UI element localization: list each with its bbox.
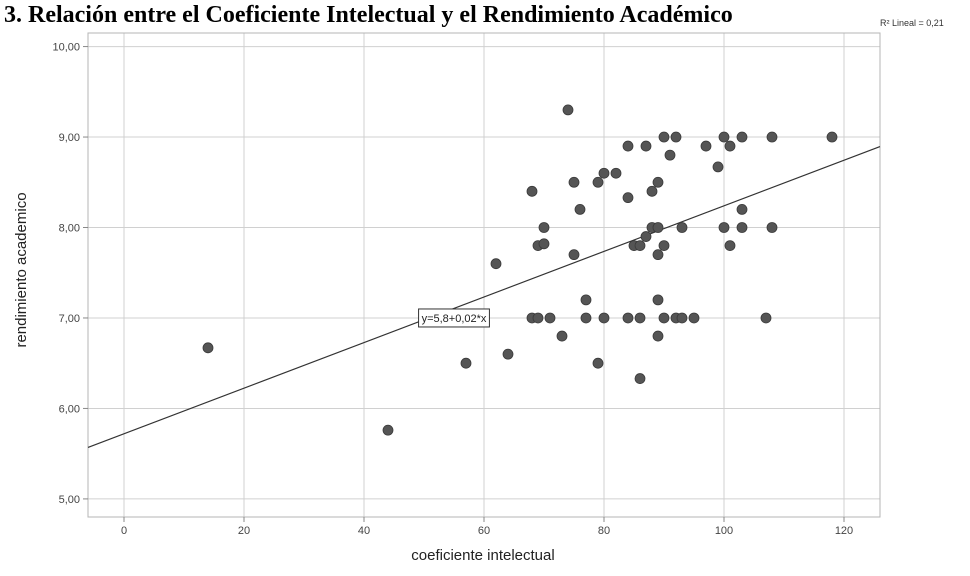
data-point — [676, 312, 688, 324]
data-point — [592, 357, 604, 369]
y-tick-label: 9,00 — [59, 132, 80, 144]
data-point — [526, 185, 538, 197]
data-points — [202, 104, 838, 436]
data-point — [646, 185, 658, 197]
fit-line — [87, 145, 881, 449]
data-point — [556, 330, 568, 342]
data-point — [634, 373, 646, 384]
x-tick-label: 40 — [358, 525, 370, 537]
data-point — [574, 204, 586, 215]
data-point — [652, 330, 664, 342]
x-tick-label: 60 — [478, 525, 490, 537]
data-point — [658, 131, 670, 143]
data-point — [640, 231, 652, 242]
data-point — [736, 204, 748, 215]
data-point — [652, 222, 664, 233]
data-point — [760, 312, 772, 324]
chart-title: 3. Relación entre el Coeficiente Intelec… — [4, 2, 733, 28]
data-point — [382, 424, 394, 436]
data-point — [658, 312, 670, 324]
data-point — [670, 131, 682, 143]
data-point — [676, 222, 688, 233]
data-point — [580, 312, 592, 324]
data-point — [460, 357, 472, 369]
data-point — [622, 140, 634, 152]
data-point — [700, 140, 712, 152]
x-tick-label: 100 — [715, 525, 733, 537]
data-point — [598, 312, 610, 324]
data-point — [688, 312, 700, 324]
y-tick-label: 7,00 — [59, 313, 80, 325]
y-tick-label: 8,00 — [59, 223, 80, 235]
x-tick-label: 120 — [835, 525, 853, 537]
data-point — [826, 131, 838, 143]
data-point — [634, 240, 646, 251]
r2-label: R² Lineal = 0,21 — [880, 18, 944, 28]
data-point — [658, 240, 670, 251]
data-point — [652, 249, 664, 261]
data-point — [490, 258, 502, 270]
data-point — [622, 312, 634, 324]
x-tick-label: 80 — [598, 525, 610, 537]
data-point — [592, 176, 604, 188]
data-point — [202, 342, 214, 354]
y-tick-label: 10,00 — [52, 42, 80, 54]
tick-labels: 0 20 40 60 80 100 120 5,00 6,00 7,00 8,00 9,00 10,00 — [52, 42, 853, 537]
data-point — [712, 161, 724, 173]
data-point — [718, 131, 730, 143]
fit-equation-frame — [418, 308, 490, 328]
grid — [88, 33, 880, 517]
data-point — [538, 222, 550, 233]
data-point — [718, 222, 730, 233]
data-point — [580, 294, 592, 306]
data-point — [766, 131, 778, 143]
data-point — [736, 131, 748, 143]
data-point — [622, 192, 634, 204]
x-tick-label: 20 — [238, 525, 250, 537]
data-point — [664, 149, 676, 161]
data-point — [634, 312, 646, 324]
data-point — [562, 104, 574, 116]
data-point — [568, 176, 580, 188]
data-point — [652, 176, 664, 188]
data-point — [724, 140, 736, 152]
data-point — [652, 294, 664, 306]
data-point — [544, 312, 556, 324]
data-point — [610, 167, 622, 179]
x-tick-label: 0 — [121, 525, 127, 537]
data-point — [538, 238, 550, 250]
data-point — [736, 222, 748, 233]
data-point — [724, 240, 736, 251]
data-point — [502, 348, 514, 360]
x-axis-label: coeficiente intelectual — [411, 547, 554, 564]
fit-equation-box: y=5,8+0,02*x — [418, 308, 490, 328]
y-tick-label: 6,00 — [59, 403, 80, 415]
data-point — [766, 222, 778, 233]
y-axis-label: rendimiento academico — [13, 192, 30, 347]
fit-equation-label: y=5,8+0,02*x — [422, 313, 487, 325]
data-point — [568, 249, 580, 261]
data-point — [532, 312, 544, 324]
y-tick-label: 5,00 — [59, 494, 80, 506]
data-point — [598, 167, 610, 179]
data-point — [640, 140, 652, 152]
